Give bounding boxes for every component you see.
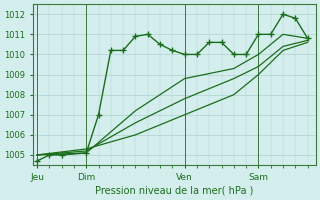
X-axis label: Pression niveau de la mer( hPa ): Pression niveau de la mer( hPa ) [95,186,253,196]
